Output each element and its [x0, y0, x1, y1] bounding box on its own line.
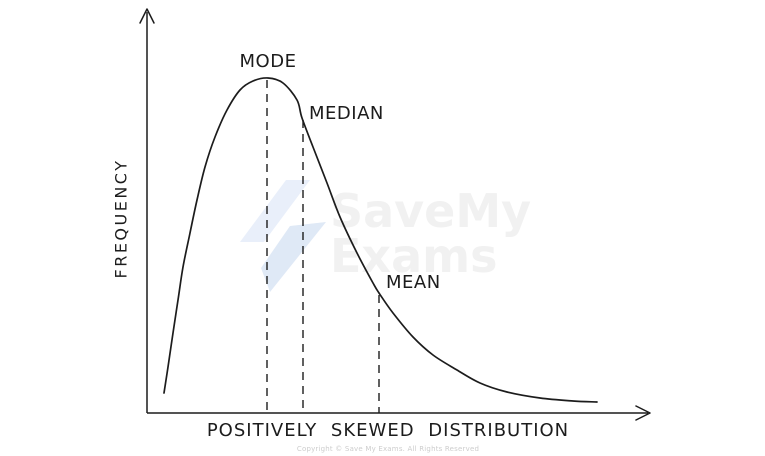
x-axis-arrow-icon — [635, 405, 651, 421]
copyright-text: Copyright © Save My Exams. All Rights Re… — [296, 445, 480, 453]
lightning-bolt-icon — [240, 180, 326, 292]
y-axis-arrow-icon — [139, 8, 155, 24]
x-axis-label: POSITIVELY SKEWED DISTRIBUTION — [206, 420, 570, 441]
watermark-line1: SaveMy — [330, 184, 532, 238]
mean-label: MEAN — [386, 272, 441, 293]
marker-dashed-lines — [266, 80, 380, 413]
y-axis-label: FREQUENCY — [111, 158, 131, 279]
median-label: MEDIAN — [309, 103, 384, 124]
distribution-curve — [163, 77, 598, 403]
mode-label: MODE — [239, 51, 297, 72]
